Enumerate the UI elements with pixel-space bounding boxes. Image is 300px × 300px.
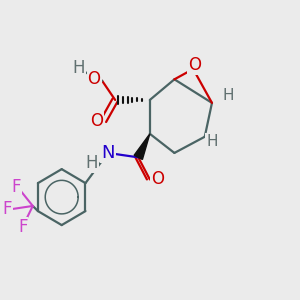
Text: H: H — [206, 134, 218, 149]
Text: H: H — [222, 88, 234, 103]
Text: O: O — [152, 170, 164, 188]
Text: F: F — [12, 178, 21, 196]
Text: O: O — [188, 56, 201, 74]
Text: O: O — [88, 70, 100, 88]
Text: H: H — [73, 58, 85, 76]
Text: F: F — [18, 218, 27, 236]
Polygon shape — [134, 134, 150, 160]
Text: O: O — [90, 112, 103, 130]
Text: F: F — [3, 200, 12, 218]
Text: N: N — [101, 144, 115, 162]
Text: H: H — [86, 154, 98, 172]
